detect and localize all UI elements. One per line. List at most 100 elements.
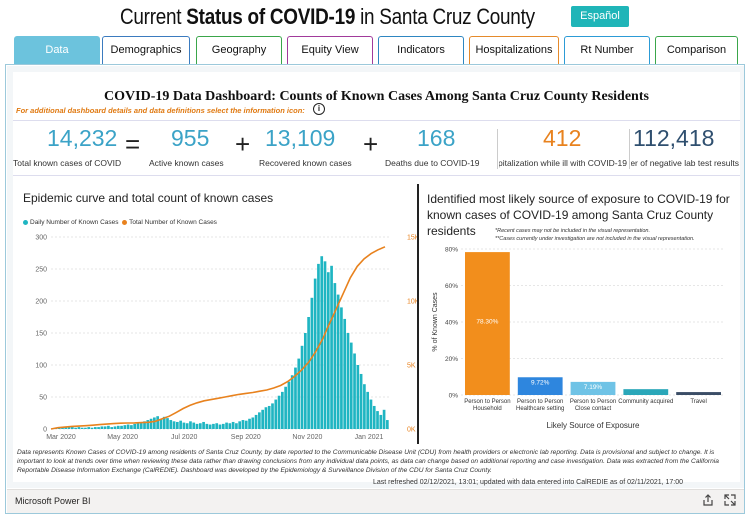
report-page: COVID-19 Data Dashboard: Counts of Known… — [13, 72, 740, 486]
daily-cases-bar — [159, 419, 163, 429]
daily-cases-bar — [277, 395, 281, 429]
daily-cases-bar — [100, 426, 104, 429]
tab-demographics[interactable]: Demographics — [102, 36, 190, 64]
daily-cases-bar — [333, 283, 337, 429]
daily-cases-bar — [90, 427, 94, 429]
daily-cases-bar — [153, 417, 156, 429]
daily-cases-bar — [382, 409, 386, 429]
daily-cases-bar — [103, 426, 107, 429]
x-tick-label: Mar 2020 — [46, 434, 76, 441]
kpi-total-label: Total known cases of COVID — [13, 158, 122, 168]
daily-cases-bar — [366, 391, 370, 429]
daily-cases-bar — [274, 399, 278, 429]
powerbi-link[interactable]: Microsoft Power BI — [15, 496, 91, 506]
kpi-hospital-value: 412 — [543, 125, 582, 151]
daily-cases-bar — [307, 317, 310, 429]
daily-cases-bar — [251, 417, 255, 429]
daily-cases-bar — [287, 381, 291, 429]
data-footnote: Data represents Known Cases of COVID-19 … — [17, 449, 719, 474]
tab-data[interactable]: Data — [14, 36, 100, 64]
daily-cases-bar — [182, 422, 186, 429]
kpi-total-value: 14,232 — [47, 125, 118, 151]
fullscreen-icon[interactable] — [723, 494, 737, 508]
daily-cases-bar — [205, 423, 209, 429]
x-category-label: Household — [473, 406, 502, 412]
kpi-recovered-label: Recovered known cases — [259, 158, 352, 168]
exposure-note-1: *Recent cases may not be included in the… — [495, 228, 651, 234]
x-axis-label: Likely Source of Exposure — [547, 421, 640, 430]
x-category-label: Person to Person — [517, 399, 563, 405]
y-left-tick-label: 200 — [35, 299, 47, 306]
daily-cases-bar — [169, 420, 173, 429]
daily-cases-bar — [172, 421, 176, 429]
daily-cases-bar — [254, 414, 258, 429]
bar-data-label: 7.19% — [584, 384, 603, 391]
daily-cases-bar — [143, 421, 146, 429]
daily-cases-bar — [386, 420, 389, 429]
y-left-tick-label: 0 — [43, 427, 47, 434]
x-tick-label: Jul 2020 — [171, 434, 198, 441]
y-tick-label: 0% — [449, 393, 459, 400]
daily-cases-bar — [156, 416, 159, 429]
espanol-button[interactable]: Español — [571, 6, 629, 27]
daily-cases-bar — [359, 373, 363, 429]
x-category-label: Community acquired — [618, 399, 673, 405]
daily-cases-bar — [346, 333, 350, 429]
equals-sign: = — [125, 129, 141, 159]
legend-total-label: Total Number of Known Cases — [129, 219, 217, 226]
daily-cases-bar — [281, 391, 284, 429]
y-right-tick-label: 10K — [407, 299, 420, 306]
daily-cases-bar — [110, 427, 114, 429]
y-left-tick-label: 250 — [35, 267, 47, 274]
info-icon[interactable]: i — [313, 103, 325, 115]
daily-cases-bar — [77, 427, 81, 429]
kpi-divider-1 — [497, 129, 498, 169]
tab-hospitalizations[interactable]: Hospitalizations — [469, 36, 559, 64]
exposure-chart[interactable]: 0% 20% 40% 60% 80% % of Known Cases 78.30% Pers… — [425, 187, 737, 445]
daily-cases-bar — [231, 421, 235, 429]
exposure-note-2: **Cases currently under investigation ar… — [495, 236, 695, 242]
tab-comparison[interactable]: Comparison — [655, 36, 738, 64]
tab-geography[interactable]: Geography — [196, 36, 282, 64]
daily-cases-bar — [261, 409, 265, 429]
y-tick-label: 20% — [445, 356, 458, 363]
daily-cases-bar — [149, 418, 153, 429]
tab-equity-view[interactable]: Equity View — [287, 36, 373, 64]
refresh-text: Last refreshed 02/12/2021, 13:01; update… — [373, 479, 684, 486]
exposure-bar — [517, 377, 563, 395]
epi-chart[interactable]: 0 50 100 150 200 250 300 0K 5K 10K 15K Mar 2020 May … — [21, 187, 421, 443]
bar-data-label: 78.30% — [476, 319, 498, 326]
daily-cases-bar — [179, 420, 182, 429]
epi-legend: Daily Number of Known Cases Total Number… — [23, 219, 217, 226]
tab-rt-number[interactable]: Rt Number — [564, 36, 650, 64]
daily-cases-bar — [97, 427, 100, 429]
kpi-row: 14,232 Total known cases of COVID = 955 … — [13, 120, 740, 176]
daily-cases-bar — [198, 423, 202, 429]
kpi-deaths-label: Deaths due to COVID-19 — [385, 158, 480, 168]
daily-cases-bar — [116, 425, 120, 429]
y-left-tick-label: 100 — [35, 363, 47, 370]
daily-cases-bar — [130, 425, 133, 429]
y-axis-label: % of Known Cases — [432, 292, 439, 352]
daily-cases-bar — [297, 358, 301, 429]
daily-cases-bar — [238, 421, 242, 429]
daily-cases-bar — [228, 423, 232, 429]
tab-indicators[interactable]: Indicators — [378, 36, 464, 64]
daily-cases-bar — [376, 411, 379, 429]
daily-cases-bar — [61, 427, 64, 429]
daily-cases-bar — [195, 423, 199, 429]
daily-cases-bar — [93, 427, 97, 429]
y-right-tick-label: 5K — [407, 363, 416, 370]
daily-cases-bar — [225, 422, 228, 429]
x-category-label: Travel — [690, 399, 706, 405]
share-icon[interactable] — [701, 494, 715, 508]
bar-data-label: 9.72% — [531, 379, 550, 386]
plus-sign-2: + — [363, 129, 379, 159]
daily-cases-bar — [336, 294, 340, 429]
kpi-divider-2 — [629, 129, 630, 169]
daily-cases-bar — [241, 420, 245, 429]
daily-cases-bar — [64, 427, 68, 429]
daily-cases-bar — [175, 421, 179, 429]
x-tick-label: May 2020 — [107, 434, 138, 441]
legend-daily-label: Daily Number of Known Cases — [30, 219, 119, 226]
